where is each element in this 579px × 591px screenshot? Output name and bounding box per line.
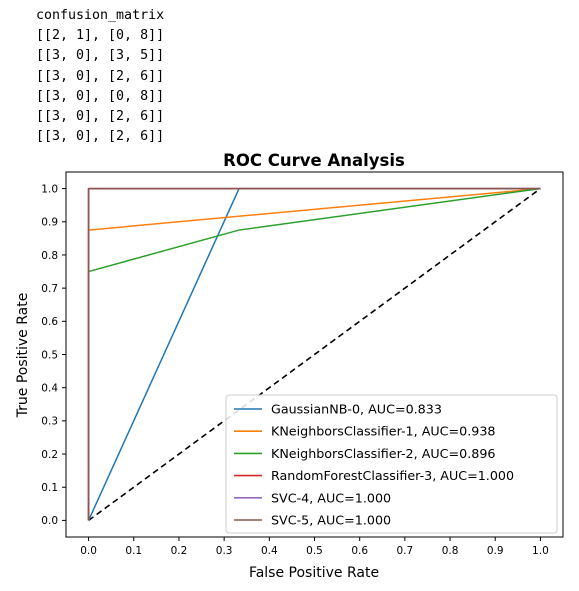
x-tick-label: 0.9 [487, 545, 504, 557]
x-tick-label: 0.7 [397, 545, 414, 557]
output-line: [[3, 0], [2, 6]] [36, 68, 165, 84]
x-tick-label: 0.8 [442, 545, 459, 557]
x-tick-label: 0.3 [216, 545, 233, 557]
output-line: [[2, 1], [0, 8]] [36, 28, 165, 44]
y-tick-label: 0.0 [41, 515, 58, 527]
y-tick-label: 0.6 [41, 316, 58, 328]
output-line: [[3, 0], [0, 8]] [36, 88, 165, 104]
legend-entry-label: KNeighborsClassifier-1, AUC=0.938 [271, 424, 495, 439]
legend-entry-label: RandomForestClassifier-3, AUC=1.000 [271, 468, 514, 483]
y-tick-label: 0.9 [41, 217, 58, 229]
x-tick-label: 0.0 [80, 545, 97, 557]
series-line-5 [87, 187, 541, 521]
y-tick-label: 0.5 [41, 349, 58, 361]
output-line: confusion_matrix [36, 8, 165, 23]
y-tick-label: 0.4 [41, 382, 58, 394]
tick-layer: 0.0 0.1 0.2 0.3 0.4 0.5 0.6 0.7 0.8 0.9 1.0 0.0 0.1 0… [41, 183, 548, 557]
legend: GaussianNB-0, AUC=0.833 KNeighborsClassif… [225, 394, 558, 534]
legend-entry-label: SVC-4, AUC=1.000 [271, 490, 391, 505]
x-tick-label: 0.5 [306, 545, 323, 557]
y-tick-label: 1.0 [41, 183, 58, 195]
legend-entry-label: KNeighborsClassifier-2, AUC=0.896 [271, 446, 495, 461]
y-axis-label: True Positive Rate [15, 293, 31, 419]
reference-line-layer [88, 187, 541, 522]
y-tick-label: 0.7 [41, 283, 58, 295]
legend-entry-label: SVC-5, AUC=1.000 [271, 513, 391, 528]
series-layer [87, 187, 541, 521]
y-tick-label: 0.3 [41, 416, 58, 428]
y-tick-label: 0.1 [41, 482, 58, 494]
output-line: [[3, 0], [3, 5]] [36, 48, 165, 64]
x-tick-label: 0.6 [351, 545, 368, 557]
chart-title: ROC Curve Analysis [223, 151, 405, 170]
x-axis-label: False Positive Rate [249, 565, 379, 581]
x-tick-label: 0.4 [261, 545, 278, 557]
cell-output-text: confusion_matrix [[2, 1], [0, 8]] [[3, 0… [36, 6, 164, 147]
y-tick-label: 0.2 [41, 449, 58, 461]
x-tick-label: 0.1 [125, 545, 142, 557]
y-tick-label: 0.8 [41, 250, 58, 262]
reference-diagonal-line [88, 187, 541, 522]
output-line: [[3, 0], [2, 6]] [36, 109, 165, 125]
output-line: [[3, 0], [2, 6]] [36, 129, 165, 145]
legend-entry-label: GaussianNB-0, AUC=0.833 [271, 402, 442, 417]
legend-box [225, 394, 558, 534]
x-tick-label: 0.2 [171, 545, 188, 557]
x-tick-label: 1.0 [532, 545, 549, 557]
